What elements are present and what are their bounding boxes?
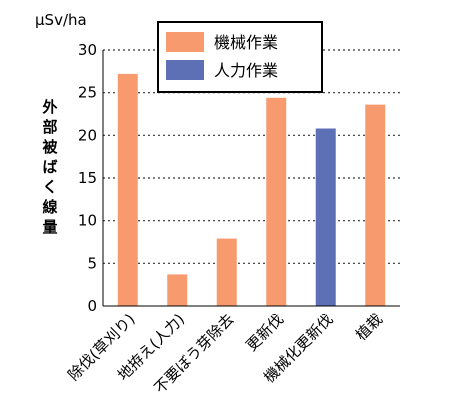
y-tick-label: 10 bbox=[78, 212, 97, 230]
y-tick-label: 25 bbox=[78, 84, 97, 102]
legend-swatch-1 bbox=[166, 60, 204, 80]
bar bbox=[266, 97, 287, 306]
unit-label: μSv/ha bbox=[35, 11, 87, 29]
bar bbox=[365, 104, 386, 306]
y-axis-label: 外部被ばく線量 bbox=[41, 98, 58, 236]
legend-box bbox=[157, 21, 323, 93]
legend-label-1: 人力作業 bbox=[214, 61, 278, 80]
y-tick-label: 15 bbox=[78, 169, 97, 187]
category-label: 更新伐 bbox=[243, 310, 288, 355]
bar bbox=[315, 128, 336, 306]
bars bbox=[117, 73, 386, 306]
y-tick-label: 30 bbox=[78, 41, 97, 59]
y-tick-label: 20 bbox=[78, 126, 97, 144]
legend-label-0: 機械作業 bbox=[214, 33, 278, 52]
category-label: 植栽 bbox=[352, 310, 386, 344]
bar bbox=[216, 238, 237, 306]
y-tick-label: 0 bbox=[87, 297, 97, 315]
legend-swatch-0 bbox=[166, 32, 204, 52]
legend: 機械作業 人力作業 bbox=[157, 21, 323, 93]
axes bbox=[102, 50, 400, 307]
bar bbox=[117, 73, 138, 306]
y-tick-labels: 0 5 10 15 20 25 30 bbox=[78, 41, 97, 315]
bar bbox=[167, 274, 188, 306]
y-tick-label: 5 bbox=[87, 254, 97, 272]
